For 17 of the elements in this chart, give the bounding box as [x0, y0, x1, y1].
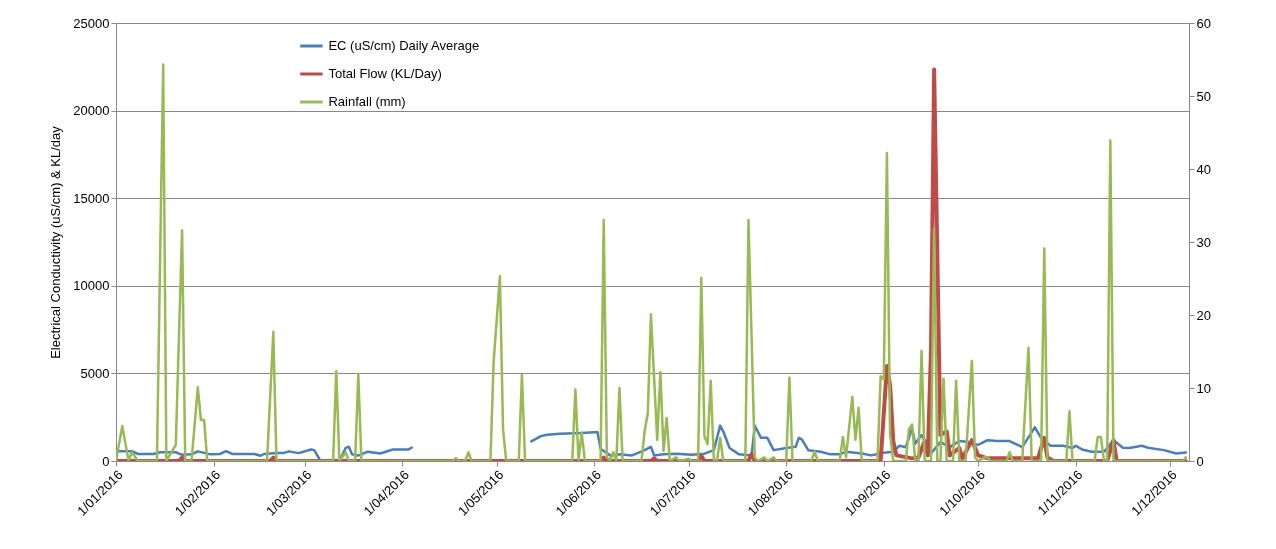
legend-label: Total Flow (KL/Day)	[328, 66, 442, 81]
y2-tick-label: 40	[1196, 161, 1211, 177]
y-tick-label: 5000	[80, 365, 110, 381]
y2-tick-label: 60	[1196, 15, 1211, 31]
legend-label: EC (uS/cm) Daily Average	[328, 38, 480, 53]
y2-tick-label: 20	[1196, 307, 1211, 323]
y2-tick-label: 50	[1196, 88, 1211, 104]
y-tick-label: 0	[102, 453, 110, 469]
y-axis-title: Electrical Conductivity (uS/cm) & KL/day	[48, 125, 64, 359]
y-tick-label: 25000	[73, 15, 110, 31]
y-tick-label: 15000	[73, 190, 110, 206]
legend-label: Rainfall (mm)	[328, 94, 406, 109]
y2-tick-label: 0	[1196, 453, 1204, 469]
y2-tick-label: 30	[1196, 234, 1211, 250]
y2-tick-label: 10	[1196, 380, 1211, 396]
y-tick-label: 20000	[73, 103, 110, 119]
y-tick-label: 10000	[73, 278, 110, 294]
